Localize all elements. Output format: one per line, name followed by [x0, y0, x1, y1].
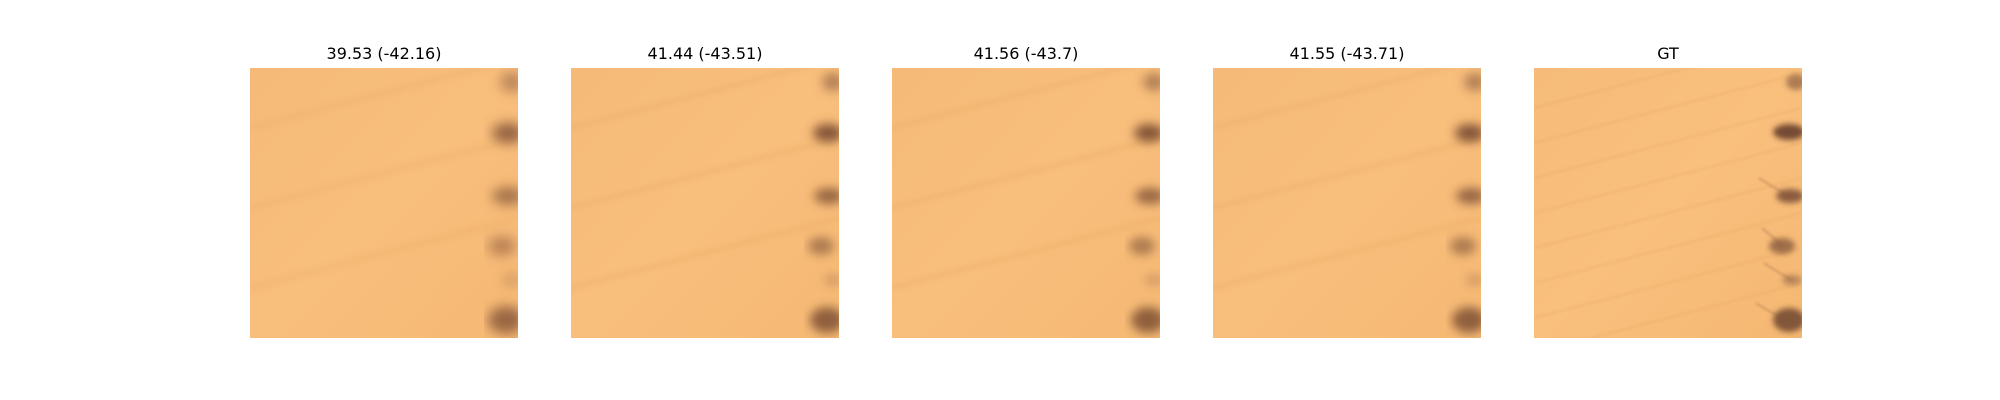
panel-4: 41.55 (-43.71): [1213, 40, 1481, 340]
panel-1: 39.53 (-42.16): [250, 40, 518, 340]
panel-2: 41.44 (-43.51): [571, 40, 839, 340]
sand-dune-image: [892, 68, 1160, 338]
sand-dune-image: [250, 68, 518, 338]
panel-title: 41.56 (-43.7): [852, 40, 1200, 68]
panel-title: 39.53 (-42.16): [210, 40, 558, 68]
sand-dune-image: [571, 68, 839, 338]
panel-3: 41.56 (-43.7): [892, 40, 1160, 340]
sand-dune-image: [1213, 68, 1481, 338]
panel-ground-truth: GT: [1534, 40, 1802, 340]
panel-title: 41.55 (-43.71): [1173, 40, 1521, 68]
sand-dune-image: [1534, 68, 1802, 338]
panel-title: GT: [1494, 40, 1842, 68]
panel-title: 41.44 (-43.51): [531, 40, 879, 68]
